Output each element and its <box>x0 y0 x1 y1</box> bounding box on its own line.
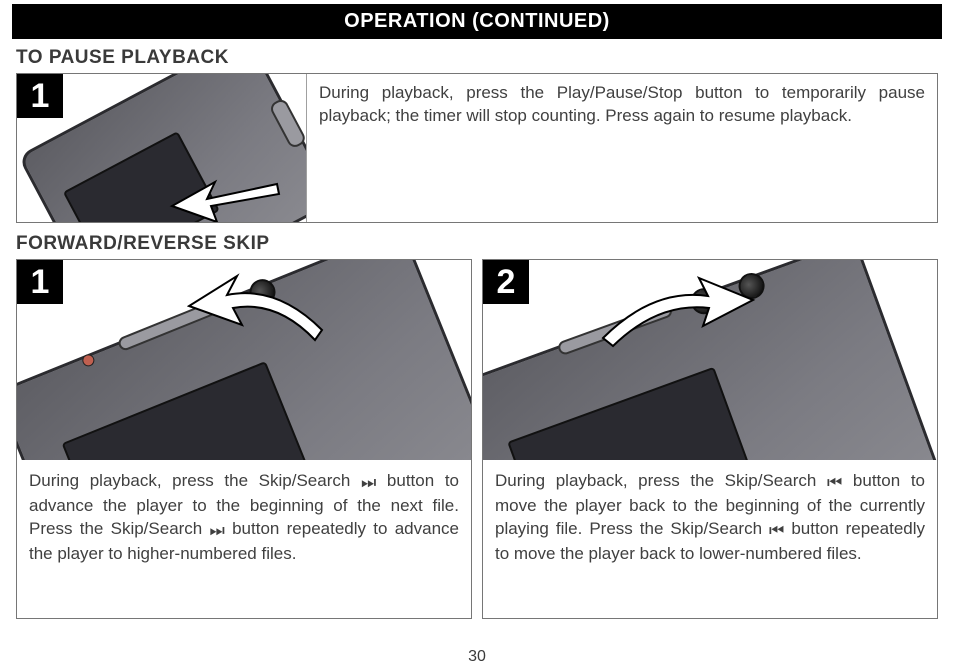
page-number: 30 <box>0 648 954 666</box>
step-number: 2 <box>483 260 529 304</box>
skip-step-1-box: 1 During playback, press the Skip/Search… <box>16 259 472 619</box>
skip-step-1-illustration: 1 <box>17 260 471 460</box>
step-number: 1 <box>17 74 63 118</box>
skip-backward-icon: ⏮ <box>827 472 842 495</box>
step-number: 1 <box>17 260 63 304</box>
skip-heading: FORWARD/REVERSE SKIP <box>16 233 942 255</box>
skip-step-1-text: During playback, press the Skip/Search ⏭… <box>17 460 471 618</box>
pause-step-box: 1 During playback, press the Play/Pause/… <box>16 73 938 223</box>
skip-step-2-text: During playback, press the Skip/Search ⏮… <box>483 460 937 618</box>
section-header: OPERATION (CONTINUED) <box>12 4 942 39</box>
pause-illustration: 1 <box>17 74 307 222</box>
pause-instruction-text: During playback, press the Play/Pause/St… <box>307 74 937 222</box>
skip-forward-icon: ⏭ <box>361 472 376 495</box>
skip-backward-icon: ⏮ <box>769 520 784 543</box>
skip-step-2-box: 2 During playback, press the Skip/Search… <box>482 259 938 619</box>
pause-heading: TO PAUSE PLAYBACK <box>16 47 942 69</box>
skip-step-2-illustration: 2 <box>483 260 937 460</box>
skip-forward-icon: ⏭ <box>210 520 225 543</box>
